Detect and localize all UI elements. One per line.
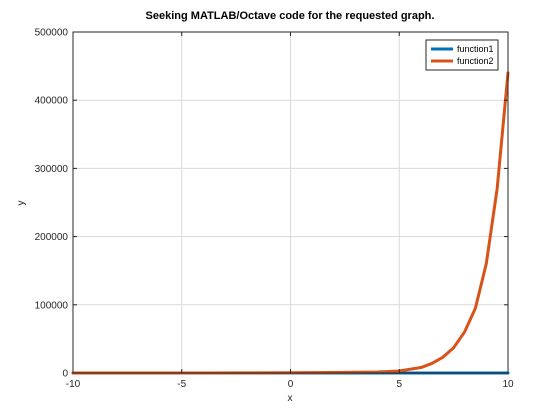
y-tick-label: 400000 xyxy=(35,96,69,107)
legend-label-function2: function2 xyxy=(457,56,494,66)
y-axis-label: y xyxy=(16,201,27,206)
y-tick-label: 0 xyxy=(62,369,68,380)
legend-label-function1: function1 xyxy=(457,44,494,54)
chart-title: Seeking MATLAB/Octave code for the reque… xyxy=(146,10,435,22)
x-tick-label: 10 xyxy=(502,379,514,390)
x-axis-label: x xyxy=(288,393,293,404)
y-tick-label: 100000 xyxy=(35,300,69,311)
y-tick-label: 500000 xyxy=(35,28,69,39)
legend-box xyxy=(425,39,499,71)
x-tick-label: 0 xyxy=(288,379,294,390)
y-tick-label: 300000 xyxy=(35,164,69,175)
x-tick-label: -10 xyxy=(66,379,81,390)
x-tick-label: -5 xyxy=(177,379,186,390)
x-tick-label: 5 xyxy=(396,379,402,390)
y-tick-label: 200000 xyxy=(35,232,69,243)
tick-layer: -10 -5 0 5 10 0 100000 200000 300000 400000 500000 xyxy=(35,28,514,391)
legend: function1 function2 xyxy=(425,39,499,71)
